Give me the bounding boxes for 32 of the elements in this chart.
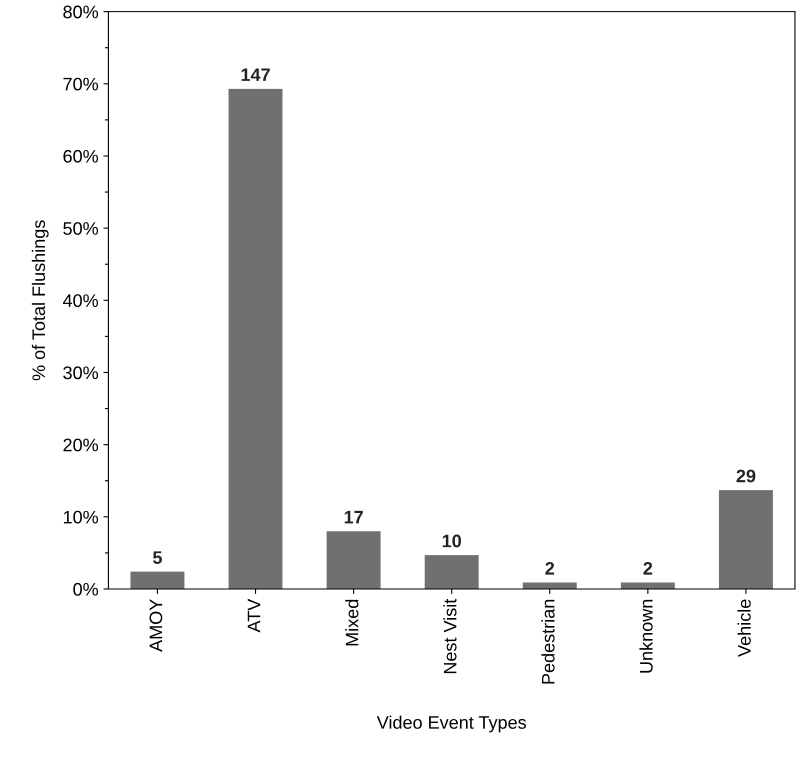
x-tick-label: Unknown <box>639 600 653 673</box>
x-tick-label: ATV <box>248 598 260 632</box>
y-tick-label: 50% <box>63 222 98 235</box>
bar <box>228 88 282 589</box>
annotation: 5 <box>152 551 162 564</box>
x-tick-label: Vehicle <box>738 600 751 657</box>
x-tick-label: Mixed <box>345 600 358 646</box>
y-tick-label: 70% <box>63 78 98 91</box>
annotation: 147 <box>242 68 270 81</box>
annotation: 2 <box>545 562 554 575</box>
y-tick-label: 30% <box>63 366 98 380</box>
x-tick-label: Nest Visit <box>443 598 457 674</box>
y-tick-label: 10% <box>64 510 98 524</box>
y-axis-title: % of Total Flushings <box>32 220 49 380</box>
annotation: 2 <box>643 562 652 575</box>
bar <box>718 490 773 589</box>
y-tick-label: 0% <box>73 582 98 596</box>
y-tick-label: 60% <box>63 150 98 163</box>
x-tick-label: AMOY <box>150 599 162 652</box>
bar <box>522 582 577 589</box>
annotation: 10 <box>442 534 461 548</box>
bar <box>424 555 479 589</box>
bar <box>620 582 675 589</box>
y-tick-label: 80% <box>63 6 98 18</box>
annotation: 29 <box>736 470 756 482</box>
x-tick-label: Pedestrian <box>541 600 555 684</box>
x-axis-title: Video Event Types <box>376 716 526 732</box>
bar <box>326 531 381 589</box>
y-tick-label: 40% <box>62 294 98 308</box>
annotation: 17 <box>344 510 363 524</box>
bar <box>130 572 184 589</box>
y-tick-label: 20% <box>63 438 98 452</box>
